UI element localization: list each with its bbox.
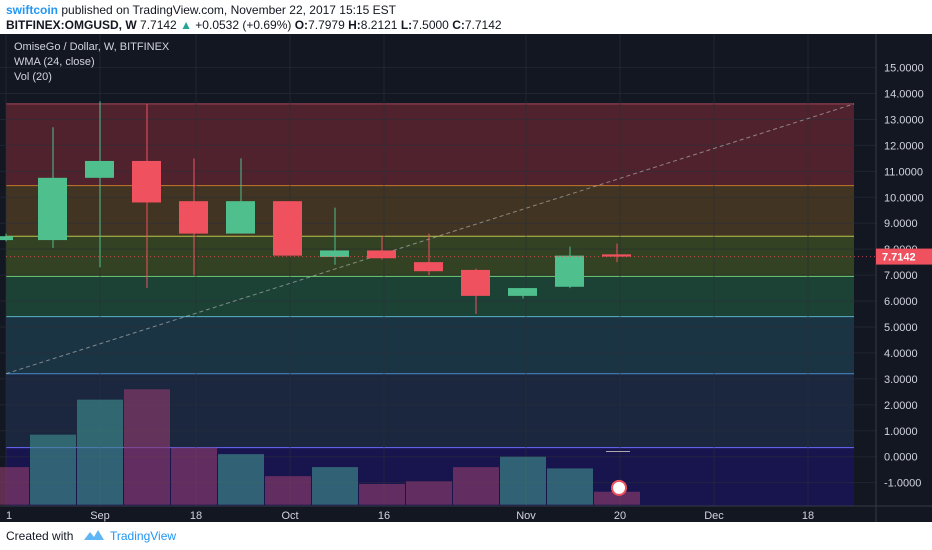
published-text: published on TradingView.com, November 2… bbox=[61, 3, 397, 17]
last-price-badge bbox=[876, 248, 932, 265]
low-label: L: bbox=[400, 18, 413, 32]
volume-bar bbox=[312, 467, 358, 505]
tradingview-cloud-icon bbox=[84, 530, 104, 540]
symbol-name: BITFINEX:OMGUSD, W bbox=[6, 18, 137, 32]
candle-body bbox=[320, 250, 349, 257]
publish-line: swiftcoin published on TradingView.com, … bbox=[6, 3, 396, 17]
x-tick-label: 1 bbox=[6, 510, 12, 522]
volume-bar bbox=[171, 447, 217, 505]
legend-title: OmiseGo / Dollar, W, BITFINEX bbox=[14, 41, 170, 53]
close-value: 7.7142 bbox=[464, 18, 502, 32]
x-tick-label: 16 bbox=[378, 510, 390, 522]
fib-zone bbox=[6, 316, 854, 374]
price-change: +0.0532 (+0.69%) bbox=[195, 18, 292, 32]
candle-body bbox=[179, 201, 208, 234]
high-value: 8.2121 bbox=[360, 18, 398, 32]
volume-bar bbox=[594, 491, 640, 505]
volume-bar bbox=[500, 456, 546, 505]
legend-wma: WMA (24, close) bbox=[14, 56, 95, 68]
trend-line bbox=[5, 103, 855, 375]
volume-bar bbox=[124, 389, 170, 505]
candle-body bbox=[508, 288, 537, 296]
candle-body bbox=[555, 255, 584, 287]
y-tick-label: 3.0000 bbox=[884, 374, 918, 386]
y-tick-label: 4.0000 bbox=[884, 348, 918, 360]
chart-area[interactable]: 15.0000 14.0000 13.0000 12.0000 11.0000 10.00… bbox=[0, 34, 932, 522]
low-value: 7.5000 bbox=[412, 18, 449, 32]
x-tick-label: 18 bbox=[802, 510, 814, 522]
candle-body bbox=[367, 250, 396, 259]
author-link[interactable]: swiftcoin bbox=[6, 3, 59, 17]
volume-bar bbox=[453, 467, 499, 505]
volume-bar bbox=[30, 434, 76, 505]
chart-header: swiftcoin published on TradingView.com, … bbox=[0, 0, 932, 34]
x-tick-label: Dec bbox=[704, 510, 724, 522]
candle-body bbox=[273, 201, 302, 256]
candlestick-chart[interactable]: 15.000014.000013.000012.000011.000010.00… bbox=[0, 34, 932, 522]
high-label: H: bbox=[348, 18, 361, 32]
event-flag-icon bbox=[611, 479, 627, 496]
tradingview-brand[interactable]: TradingView bbox=[110, 529, 177, 543]
volume-bar bbox=[0, 467, 29, 505]
y-tick-label: 13.0000 bbox=[884, 114, 924, 126]
volume-bar bbox=[265, 476, 311, 505]
y-tick-label: 11.0000 bbox=[884, 166, 923, 178]
open-value: 7.7979 bbox=[308, 18, 345, 32]
close-label: C: bbox=[452, 18, 465, 32]
candle-body bbox=[602, 254, 631, 257]
x-tick-label: 20 bbox=[614, 510, 626, 522]
y-tick-label: 14.0000 bbox=[884, 89, 924, 101]
y-tick-label: 15.0000 bbox=[884, 63, 924, 75]
candle-body bbox=[85, 160, 114, 178]
y-tick-label: -1.0000 bbox=[884, 478, 921, 490]
y-tick-label: 10.0000 bbox=[884, 192, 924, 204]
candle-body bbox=[38, 177, 67, 241]
candle-body bbox=[461, 269, 490, 296]
chart-footer: Created with TradingView bbox=[0, 522, 932, 550]
y-tick-label: 5.0000 bbox=[884, 322, 918, 334]
chart-legend: OmiseGo / Dollar, W, BITFINEX WMA (24, c… bbox=[14, 40, 169, 85]
price-axis bbox=[876, 34, 932, 522]
candle-body bbox=[226, 201, 255, 234]
candle-body bbox=[414, 262, 443, 272]
volume-bar bbox=[77, 399, 123, 505]
volume-bar bbox=[218, 454, 264, 505]
open-label: O: bbox=[294, 18, 309, 32]
up-arrow-icon: ▲ bbox=[180, 18, 192, 32]
x-tick-label: Nov bbox=[516, 510, 536, 522]
volume-bar bbox=[359, 483, 405, 505]
candle-body bbox=[132, 160, 161, 203]
created-with-text: Created with bbox=[6, 529, 74, 543]
y-tick-label: 7.0000 bbox=[884, 270, 918, 282]
y-tick-label: 2.0000 bbox=[884, 400, 918, 412]
volume-bar bbox=[547, 468, 593, 505]
last-price-label: 7.7142 bbox=[882, 252, 916, 264]
fib-zone bbox=[6, 276, 854, 317]
candle-body bbox=[0, 236, 13, 241]
last-price: 7.7142 bbox=[140, 18, 177, 32]
volume-bar bbox=[406, 481, 452, 505]
y-tick-label: 6.0000 bbox=[884, 296, 918, 308]
x-tick-label: 18 bbox=[190, 510, 202, 522]
y-tick-label: 1.0000 bbox=[884, 426, 918, 438]
y-tick-label: 9.0000 bbox=[884, 218, 918, 230]
y-tick-label: 0.0000 bbox=[884, 452, 918, 464]
x-tick-label: Sep bbox=[90, 510, 110, 522]
y-tick-label: 12.0000 bbox=[884, 140, 924, 152]
symbol-line: BITFINEX:OMGUSD, W 7.7142 ▲ +0.0532 (+0.… bbox=[6, 18, 502, 32]
x-tick-label: Oct bbox=[281, 510, 298, 522]
legend-volume: Vol (20) bbox=[14, 71, 52, 83]
